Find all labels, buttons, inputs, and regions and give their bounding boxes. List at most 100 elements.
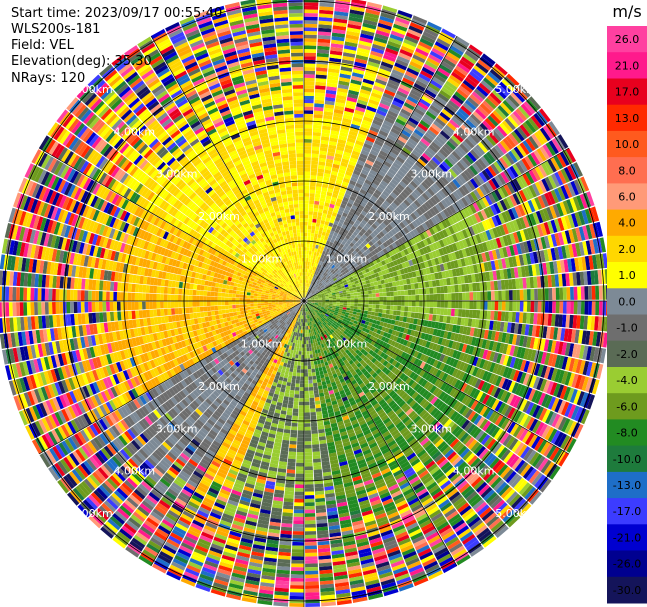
velocity-gate [325,256,329,261]
velocity-gate [382,219,390,226]
velocity-gate [346,27,361,34]
velocity-gate [361,185,369,192]
velocity-gate [489,112,502,125]
velocity-gate [310,361,315,366]
velocity-gate [371,204,379,212]
velocity-gate [350,303,355,307]
velocity-gate [382,235,389,242]
velocity-gate [307,276,310,280]
velocity-gate [455,36,470,47]
velocity-gate [371,223,378,230]
velocity-gate [304,193,310,197]
velocity-gate [334,273,339,278]
velocity-gate [328,241,334,247]
velocity-gate [305,261,308,266]
velocity-gate [363,284,368,288]
velocity-gate [304,412,310,417]
velocity-gate [308,340,311,344]
velocity-gate [313,274,316,278]
velocity-gate [316,264,320,269]
velocity-gate [390,191,398,199]
velocity-gate [348,262,354,267]
velocity-gate [393,23,408,32]
velocity-gate [446,121,458,132]
velocity-gate [364,294,369,298]
velocity-gate [362,22,377,30]
velocity-gate [321,270,325,275]
velocity-gate [304,49,317,53]
velocity-gate [455,110,467,122]
velocity-gate [405,186,413,194]
velocity-gate [446,155,456,166]
velocity-gate [397,301,402,306]
velocity-gate [376,218,383,225]
velocity-gate [387,230,394,238]
velocity-gate [389,286,394,292]
velocity-gate [433,44,447,55]
velocity-gate [360,248,366,254]
velocity-gate [355,54,369,61]
velocity-gate [353,201,360,208]
velocity-gate [409,22,425,31]
velocity-gate [304,63,316,68]
velocity-gate [341,240,347,246]
velocity-gate [311,222,317,227]
velocity-gate [534,301,538,313]
velocity-gate [385,47,399,56]
velocity-gate [364,112,375,120]
velocity-gate [312,379,317,384]
velocity-gate [392,219,399,226]
velocity-gate [472,309,477,319]
velocity-gate [401,219,409,227]
velocity-gate [333,186,341,192]
velocity-gate [316,219,321,224]
velocity-gate [449,153,459,164]
velocity-gate [372,297,376,301]
velocity-gate [402,42,416,51]
velocity-gate [323,271,327,276]
velocity-gate [343,237,349,243]
velocity-gate [442,57,456,68]
velocity-gate [304,77,315,82]
velocity-gate [306,254,309,258]
velocity-gate [393,199,401,207]
velocity-gate [360,291,365,295]
velocity-gate [358,95,369,103]
velocity-gate [343,48,357,55]
velocity-gate [312,215,318,220]
velocity-gate [304,211,309,215]
velocity-gate [403,311,408,317]
velocity-gate [315,244,319,249]
velocity-gate [439,89,452,100]
velocity-gate [349,290,354,294]
velocity-gate [402,188,411,197]
velocity-gate [328,271,332,276]
velocity-gate [595,301,600,316]
velocity-gate [354,295,358,299]
velocity-gate [353,306,358,310]
velocity-gate [308,292,311,296]
velocity-gate [304,416,311,420]
velocity-gate [421,181,430,190]
velocity-gate [383,200,391,207]
velocity-gate [307,232,311,237]
velocity-gate [348,89,359,96]
velocity-gate [387,40,401,49]
velocity-gate [369,169,378,176]
velocity-gate [346,260,352,265]
velocity-gate [385,246,392,252]
velocity-gate [309,276,312,281]
velocity-gate [308,254,312,259]
velocity-gate [322,281,327,286]
velocity-gate [347,164,355,170]
velocity-gate [400,108,412,117]
velocity-gate [304,56,316,61]
velocity-gate [364,259,370,265]
velocity-gate [346,96,358,103]
velocity-gate [365,109,376,116]
velocity-gate [453,113,465,124]
velocity-gate [358,176,366,183]
velocity-gate [304,390,309,395]
velocity-gate [313,360,318,365]
velocity-gate [330,170,338,176]
